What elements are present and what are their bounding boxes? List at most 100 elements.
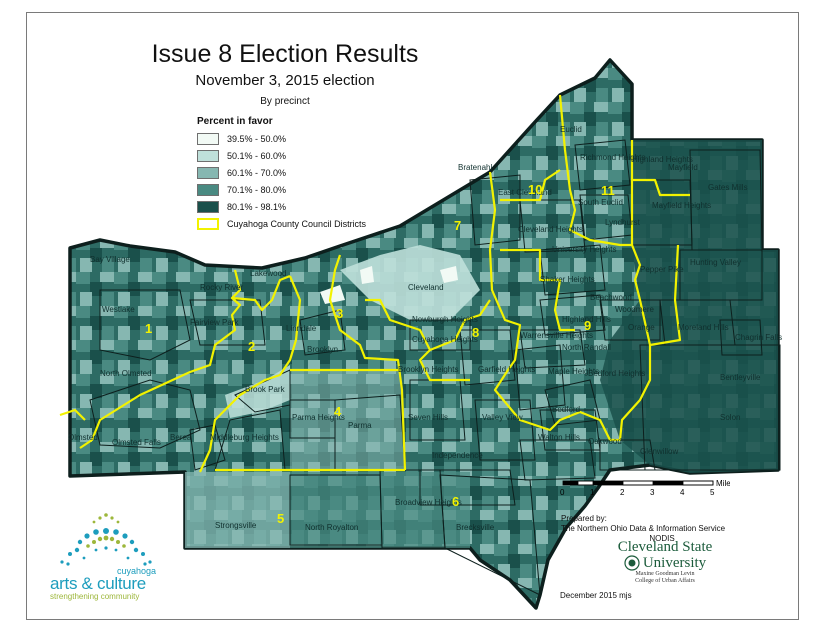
- place-label: Bay Village: [90, 255, 130, 264]
- place-label: South Euclid: [578, 198, 623, 207]
- place-label: Brooklyn: [307, 345, 338, 354]
- place-label: Highland Heights: [632, 155, 693, 164]
- legend-item: 60.1% - 70.0%: [197, 164, 366, 181]
- place-label: Rocky River: [200, 283, 243, 292]
- legend-label: 80.1% - 98.1%: [227, 201, 287, 212]
- place-label: Westlake: [102, 305, 135, 314]
- place-label: Glenwillow: [640, 447, 678, 456]
- map-subtitle: November 3, 2015 election: [195, 72, 375, 89]
- place-label: Mayfield Heights: [652, 201, 711, 210]
- place-label: Bedford: [552, 405, 580, 414]
- place-label: Lyndhurst: [605, 218, 641, 227]
- map-byline: By precinct: [260, 96, 310, 107]
- legend-item: 39.5% - 50.0%: [197, 130, 366, 147]
- place-label: East Cleveland: [498, 188, 552, 197]
- place-label: Solon: [720, 413, 740, 422]
- place-label: North Olmsted: [100, 369, 152, 378]
- credit-block: Prepared by: The Northern Ohio Data & In…: [561, 514, 761, 544]
- council-district-boundaries: [59, 94, 690, 473]
- parma-area: [290, 370, 405, 470]
- place-label: Mayfield: [668, 163, 698, 172]
- place-label: Parma: [348, 421, 372, 430]
- district-number: 7: [454, 218, 461, 233]
- place-label: Fairview Park: [190, 318, 239, 327]
- legend-item: 80.1% - 98.1%: [197, 198, 366, 215]
- place-label: Beachwood: [590, 293, 632, 302]
- place-label: Lakewood: [250, 269, 286, 278]
- place-label: Brecksville: [456, 523, 495, 532]
- brookpark-area: [225, 365, 290, 418]
- place-label: Berea: [170, 433, 192, 442]
- scale-bar-graphic: 0 1 2 3 4 5 Miles: [560, 479, 735, 497]
- place-label: Highland Hills: [562, 315, 611, 324]
- place-label: Strongsville: [215, 521, 257, 530]
- legend-swatch: [197, 183, 219, 196]
- place-label: Euclid: [560, 125, 582, 134]
- scale-unit: Miles: [716, 479, 730, 488]
- place-label: Brook Park: [245, 385, 286, 394]
- legend-item-districts: Cuyahoga County Council Districts: [197, 215, 366, 232]
- legend-label: 50.1% - 60.0%: [227, 150, 287, 161]
- csu-college-line2: College of Urban Affairs: [635, 578, 695, 584]
- map-title: Issue 8 Election Results: [151, 40, 419, 68]
- legend-label: 60.1% - 70.0%: [227, 167, 287, 178]
- partner-county: cuyahoga: [117, 566, 157, 576]
- place-label: Parma Heights: [292, 413, 345, 422]
- scale-tick: 4: [680, 488, 685, 497]
- place-label: Pepper Pike: [640, 265, 684, 274]
- place-label: Bedford Heights: [588, 369, 645, 378]
- scale-tick: 0: [560, 488, 565, 497]
- csu-seal-icon: [624, 555, 640, 571]
- place-label: Garfield Heights: [478, 365, 535, 374]
- place-label: Brooklyn Heights: [398, 365, 458, 374]
- place-label: Walton Hills: [538, 433, 580, 442]
- district-number: 11: [601, 183, 615, 198]
- place-label: Linndale: [286, 324, 317, 333]
- district-number: 6: [452, 494, 459, 509]
- place-label: Maple Heights: [548, 367, 599, 376]
- place-label: Bratenahl: [458, 163, 492, 172]
- legend-item: 50.1% - 60.0%: [197, 147, 366, 164]
- legend: Percent in favor 39.5% - 50.0% 50.1% - 6…: [197, 116, 366, 232]
- place-label: Warrensville Heights: [520, 331, 593, 340]
- place-label: Oakwood: [588, 437, 622, 446]
- csu-college-line1: Maxine Goodman Levin: [635, 571, 695, 577]
- district-number: 3: [336, 306, 343, 321]
- district-number: 8: [472, 325, 479, 340]
- district-number: 1: [145, 321, 152, 336]
- place-label: Hunting Valley: [690, 258, 741, 267]
- place-label: University Heights: [552, 245, 616, 254]
- scale-bar: 0 1 2 3 4 5 Miles: [560, 479, 735, 509]
- place-label: Shaker Heights: [540, 275, 595, 284]
- district-number: 4: [334, 404, 342, 419]
- legend-label: Cuyahoga County Council Districts: [227, 218, 367, 229]
- southwest-region: [185, 472, 290, 548]
- title-block: Issue 8 Election Results November 3, 201…: [140, 40, 430, 109]
- prepared-acronym: NODIS: [649, 534, 675, 543]
- scale-tick: 1: [590, 488, 595, 497]
- central-area: [340, 245, 480, 320]
- credit-date: December 2015 mjs: [560, 591, 632, 600]
- legend-swatch: [197, 149, 219, 162]
- municipal-boundaries: [89, 139, 781, 596]
- place-label: Valley View: [482, 413, 523, 422]
- district-number: 5: [277, 511, 284, 526]
- partner-name: arts & culture: [50, 574, 146, 593]
- place-label: Moreland Hills: [678, 323, 729, 332]
- scale-tick: 2: [620, 488, 625, 497]
- place-label: Cleveland Heights: [518, 225, 583, 234]
- legend-label: 39.5% - 50.0%: [227, 133, 287, 144]
- legend-district-line: [197, 217, 219, 230]
- place-labels: Euclid Richmond Heights Highland Heights…: [68, 125, 782, 532]
- prepared-by: Prepared by:: [561, 514, 607, 523]
- place-label: Bentleyville: [720, 373, 761, 382]
- place-label: Seven Hills: [408, 413, 448, 422]
- csu-name-line2: University: [642, 554, 707, 571]
- place-label: Gates Mills: [708, 183, 748, 192]
- cleveland-white-precincts: [320, 266, 458, 304]
- district-number: 9: [584, 318, 591, 333]
- district-number: 10: [528, 182, 542, 197]
- place-label: Chagrin Falls: [735, 333, 782, 342]
- place-label: Cleveland: [408, 283, 444, 292]
